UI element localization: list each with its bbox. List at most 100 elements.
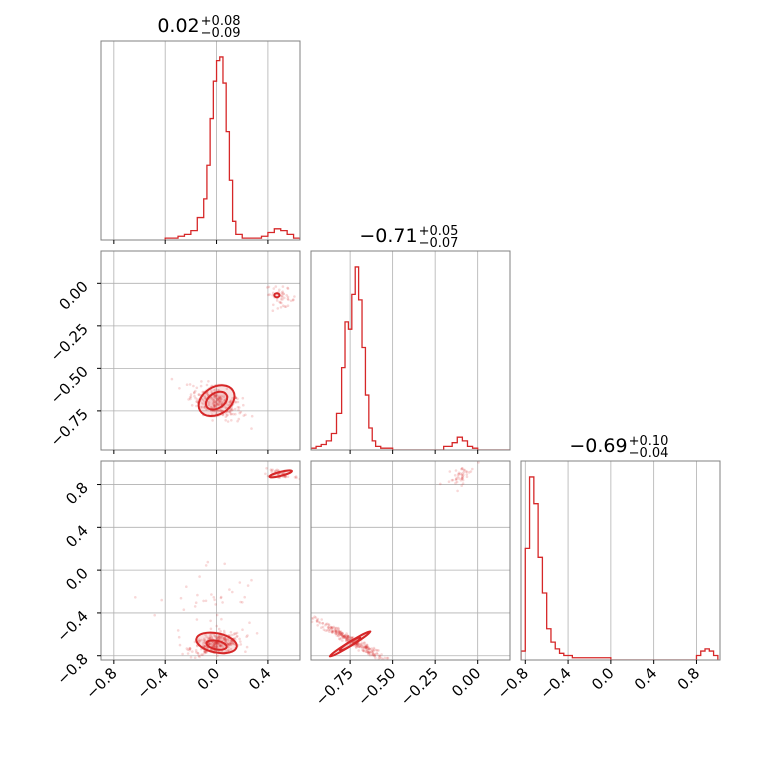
scatter-panel-0-1-point-89 (214, 388, 217, 392)
scatter-panel-0-1-point-148 (217, 398, 220, 402)
scatter-panel-0-1-point-16 (211, 397, 214, 401)
scatter-panel-0-2-point-241 (223, 637, 226, 640)
scatter-panel-0-1-point-239 (202, 400, 206, 403)
scatter-panel-1-2-point-263 (330, 627, 333, 630)
scatter-panel-0-2-point-326 (265, 467, 268, 470)
scatter-panel-0-2-point-6 (204, 650, 207, 654)
scatter-panel-0-2-point-296 (212, 643, 216, 646)
scatter-panel-1-2-point-114 (373, 654, 376, 658)
scatter-panel-1-2-point-31 (365, 650, 368, 654)
scatter-panel-1-2-point-267 (339, 631, 343, 634)
scatter-panel-0-1-point-296 (274, 285, 278, 288)
scatter-panel-1-2-point-91 (380, 653, 383, 656)
scatter-panel-0-2-point-150 (219, 644, 223, 648)
scatter-panel-1-2-point-82 (361, 646, 364, 650)
hist-panel-0: 0.02 +0.08−0.09 (100, 14, 301, 244)
scatter-panel-1-2-point-158 (363, 641, 366, 644)
scatter-panel-0-2-point-319 (270, 469, 274, 472)
scatter-panel-1-2-point-68 (371, 651, 375, 655)
scatter-panel-0-2-point-352 (196, 593, 199, 597)
scatter-panel-0-2-point-357 (179, 596, 183, 600)
hist-panel-1-background (311, 251, 510, 450)
scatter-panel-0-2-point-214 (205, 651, 208, 654)
scatter-panel-0-2-point-5 (238, 637, 241, 641)
scatter-panel-1-2-point-18 (345, 639, 348, 642)
scatter-panel-0-2-ytick-label-4: 0.8 (62, 479, 92, 509)
scatter-panel-0-2-point-225 (203, 638, 206, 642)
scatter-panel-0-2-point-231 (221, 636, 225, 639)
scatter-panel-0-2-point-172 (186, 648, 190, 652)
scatter-panel-0-2-point-367 (160, 598, 163, 602)
scatter-panel-1-2-point-104 (368, 647, 372, 651)
scatter-panel-0-1-point-272 (289, 299, 293, 303)
scatter-panel-1-2-point-38 (347, 634, 350, 638)
scatter-panel-1-2-point-252 (338, 631, 342, 634)
scatter-panel-0-2-point-372 (194, 601, 198, 604)
scatter-panel-0-1-point-216 (220, 402, 224, 405)
scatter-panel-0-1-point-263 (267, 285, 271, 289)
scatter-panel-0-2-xtick-label-1: −0.4 (134, 664, 172, 702)
scatter-panel-0-1-point-120 (218, 402, 222, 406)
scatter-panel-0-1-point-197 (213, 404, 217, 408)
scatter-panel-1-2-point-144 (311, 617, 315, 620)
scatter-panel-0-2-point-77 (203, 637, 206, 641)
scatter-panel-0-1-point-175 (170, 377, 174, 381)
scatter-panel-1-2-point-20 (347, 638, 351, 642)
scatter-panel-0-1-point-269 (281, 298, 284, 301)
scatter-panel-1-2-point-127 (315, 619, 319, 622)
scatter-panel-1-2-point-308 (454, 481, 457, 485)
scatter-panel-0-1-point-125 (228, 410, 231, 414)
scatter-panel-0-2-point-103 (233, 632, 236, 635)
scatter-panel-0-2-point-19 (189, 656, 193, 659)
scatter-panel-1-2-point-78 (334, 630, 337, 633)
scatter-panel-0-1-point-209 (238, 411, 241, 415)
scatter-panel-1-2-point-53 (368, 650, 372, 654)
scatter-panel-0-2-point-199 (233, 636, 237, 640)
scatter-panel-1-2-point-209 (346, 636, 349, 640)
scatter-panel-1-2-point-196 (365, 646, 368, 649)
scatter-panel-0-2-point-108 (181, 652, 184, 656)
scatter-panel-1-2-point-101 (386, 656, 390, 660)
scatter-panel-0-2-point-174 (232, 633, 235, 636)
scatter-panel-0-2-point-370 (241, 601, 244, 604)
scatter-panel-1-2-point-47 (331, 630, 334, 633)
scatter-panel-1-2-point-35 (339, 630, 343, 633)
scatter-panel-0-2-point-145 (195, 650, 198, 654)
scatter-panel-1-2-point-100 (328, 630, 331, 633)
scatter-panel-1-2-point-145 (361, 645, 364, 649)
scatter-panel-1-2-point-162 (329, 625, 333, 629)
scatter-panel-0-2-point-353 (213, 598, 216, 602)
scatter-panel-0-1-point-259 (204, 397, 207, 400)
scatter-panel-1-2-point-70 (335, 626, 338, 630)
scatter-panel-0-1-point-210 (216, 402, 219, 406)
scatter-panel-0-2-frame (100, 460, 301, 661)
scatter-panel-0-2-point-83 (230, 633, 233, 637)
scatter-panel-1-2-point-232 (361, 643, 364, 646)
scatter-panel-0-1-point-160 (193, 391, 196, 394)
scatter-panel-0-2-point-2 (223, 631, 226, 635)
scatter-panel-0-2-point-203 (220, 643, 223, 647)
scatter-panel-1-2-point-319 (457, 471, 461, 475)
hist-panel-2-background (521, 461, 720, 660)
hist-panel-0-histogram-line (164, 56, 300, 240)
scatter-panel-0-2-point-89 (209, 634, 212, 637)
scatter-panel-1-2-point-247 (345, 639, 348, 643)
scatter-panel-1-2-point-295 (460, 477, 464, 480)
scatter-panel-1-2-point-102 (362, 649, 366, 653)
scatter-panel-0-1-point-171 (237, 408, 240, 412)
scatter-panel-1-2-point-318 (462, 468, 466, 472)
scatter-panel-1-2-point-126 (373, 654, 376, 657)
scatter-panel-0-1-point-41 (213, 404, 216, 407)
scatter-panel-0-1-point-198 (215, 402, 218, 406)
hist-panel-2-xtick-label-3: 0.4 (631, 664, 661, 694)
scatter-panel-1-2-point-112 (315, 620, 319, 623)
scatter-panel-0-1-point-309 (283, 305, 287, 308)
scatter-panel-0-1-point-93 (228, 410, 232, 414)
scatter-panel-1-2-point-304 (456, 473, 460, 476)
scatter-panel-1-2-point-212 (344, 636, 348, 640)
scatter-panel-1-2-point-280 (460, 477, 464, 480)
scatter-panel-0-2-contour-1 (205, 639, 228, 651)
scatter-panel-0-1-point-304 (281, 290, 285, 294)
scatter-panel-0-2-point-363 (204, 564, 208, 567)
scatter-panel-0-2-point-318 (284, 475, 287, 479)
